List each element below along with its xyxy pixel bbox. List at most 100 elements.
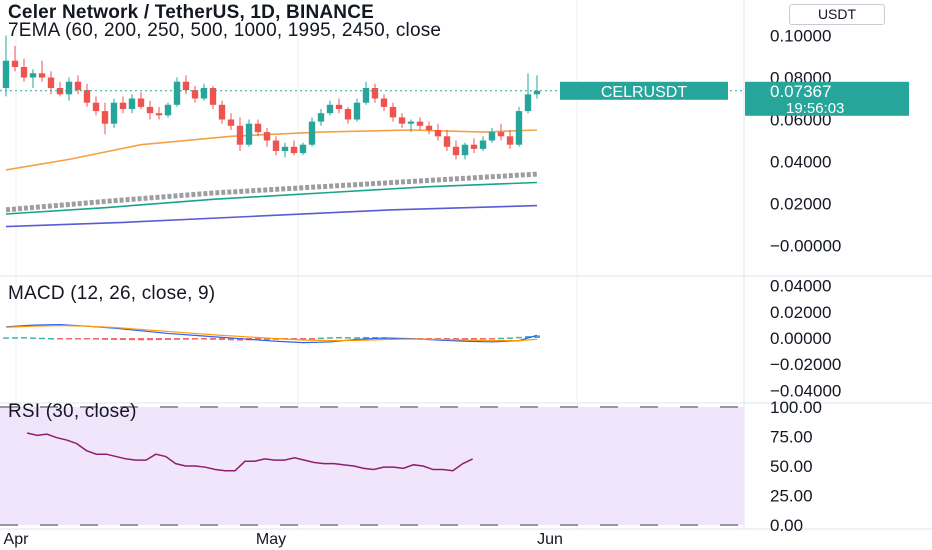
ema-line — [5, 129, 538, 171]
axis-tick-label: −0.04000 — [770, 381, 841, 400]
symbol-tag-label: CELRUSDT — [601, 84, 687, 101]
candle-body — [83, 90, 91, 103]
candle-body — [209, 88, 217, 105]
candle-body — [227, 119, 235, 126]
macd-pane — [3, 324, 540, 344]
macd-histogram-bar — [354, 337, 360, 339]
price-axis[interactable]: 0.100000.080000.060000.040000.02000−0.00… — [770, 27, 841, 536]
candle-body — [236, 125, 244, 145]
signal-line — [5, 324, 538, 342]
candle-body — [38, 73, 46, 78]
macd-histogram-bar — [39, 337, 45, 340]
macd-histogram-bar — [498, 337, 504, 340]
macd-histogram-bar — [453, 338, 459, 340]
candle-body — [470, 144, 478, 149]
macd-histogram-bar — [111, 338, 117, 340]
macd-histogram-bar — [372, 337, 378, 339]
candle-body — [317, 113, 325, 122]
candle-body — [128, 98, 136, 109]
candle-body — [263, 132, 271, 141]
axis-tick-label: 0.00000 — [770, 329, 831, 348]
macd-histogram-bar — [264, 338, 270, 340]
axis-tick-label: −0.00000 — [770, 237, 841, 256]
macd-histogram-bar — [219, 338, 225, 341]
ema-line — [5, 204, 538, 228]
macd-histogram-bar — [228, 338, 234, 341]
candle-body — [371, 88, 379, 99]
macd-histogram-bar — [21, 337, 27, 339]
macd-histogram-bar — [345, 337, 351, 339]
ema-line — [5, 181, 538, 215]
candle-body — [281, 146, 289, 151]
candle-body — [380, 98, 388, 107]
macd-histogram-bar — [120, 338, 126, 341]
candle-body — [533, 90, 541, 95]
axis-tick-label: 50.00 — [770, 457, 813, 476]
candle-body — [362, 88, 370, 103]
candle-body — [173, 81, 181, 105]
macd-histogram-bar — [3, 337, 9, 339]
macd-histogram-bar — [291, 338, 297, 340]
candle-body — [200, 88, 208, 99]
axis-tick-label: 0.00 — [770, 516, 803, 535]
macd-histogram-bar — [489, 338, 495, 340]
macd-legend[interactable]: MACD (12, 26, close, 9) — [8, 283, 216, 304]
axis-tick-label: 75.00 — [770, 428, 813, 447]
rsi-band — [0, 407, 744, 525]
time-axis[interactable]: Apr May Jun — [4, 531, 563, 548]
candle-body — [389, 106, 397, 118]
macd-histogram-bar — [192, 338, 198, 340]
macd-histogram-bar — [129, 338, 135, 341]
macd-histogram-bar — [462, 338, 468, 340]
macd-histogram-bar — [201, 338, 207, 340]
candle-countdown-label: 19:56:03 — [786, 100, 844, 117]
axis-tick-label: 25.00 — [770, 487, 813, 506]
macd-histogram-bar — [30, 337, 36, 339]
candle-body — [452, 146, 460, 156]
candlestick-series — [2, 35, 541, 160]
candle-body — [506, 136, 514, 145]
candle-body — [290, 146, 298, 154]
macd-histogram-bar — [147, 338, 153, 341]
candle-body — [407, 121, 415, 124]
macd-histogram-bar — [165, 338, 171, 340]
candle-body — [416, 121, 424, 126]
candle-body — [488, 132, 496, 141]
axis-tick-label: 100.00 — [770, 398, 822, 417]
candle-body — [425, 125, 433, 130]
chart-title: Celer Network / TetherUS, 1D, BINANCE — [8, 2, 375, 23]
candle-body — [245, 123, 253, 145]
candle-body — [119, 102, 127, 109]
candle-body — [2, 60, 10, 88]
ema-line — [5, 171, 538, 213]
macd-histogram-bar — [138, 338, 144, 341]
candle-body — [146, 106, 154, 114]
candle-body — [20, 67, 28, 78]
axis-tick-label: 0.02000 — [770, 195, 831, 214]
candle-body — [308, 121, 316, 145]
macd-histogram-bar — [444, 338, 450, 340]
macd-histogram-bar — [48, 338, 54, 340]
axis-tick-label: −0.02000 — [770, 355, 841, 374]
candle-body — [524, 94, 532, 112]
macd-histogram-bar — [525, 336, 531, 338]
currency-button[interactable]: USDT — [789, 4, 885, 25]
candle-body — [191, 90, 199, 99]
macd-histogram-bar — [156, 338, 162, 341]
macd-histogram-bar — [327, 337, 333, 339]
macd-histogram-bar — [174, 338, 180, 340]
macd-histogram-bar — [93, 338, 99, 340]
candle-body — [11, 60, 19, 67]
candle-body — [299, 144, 307, 154]
candle-body — [65, 81, 73, 95]
axis-tick-label: 0.04000 — [770, 277, 831, 296]
ema-lines — [5, 129, 538, 228]
macd-histogram-bar — [363, 336, 369, 339]
rsi-legend[interactable]: RSI (30, close) — [8, 401, 137, 422]
macd-histogram-bar — [57, 338, 63, 340]
candle-body — [137, 98, 145, 107]
macd-histogram-bar — [300, 338, 306, 340]
macd-histogram-bar — [534, 335, 540, 338]
ema-legend[interactable]: 7EMA (60, 200, 250, 500, 1000, 1995, 245… — [8, 20, 442, 41]
